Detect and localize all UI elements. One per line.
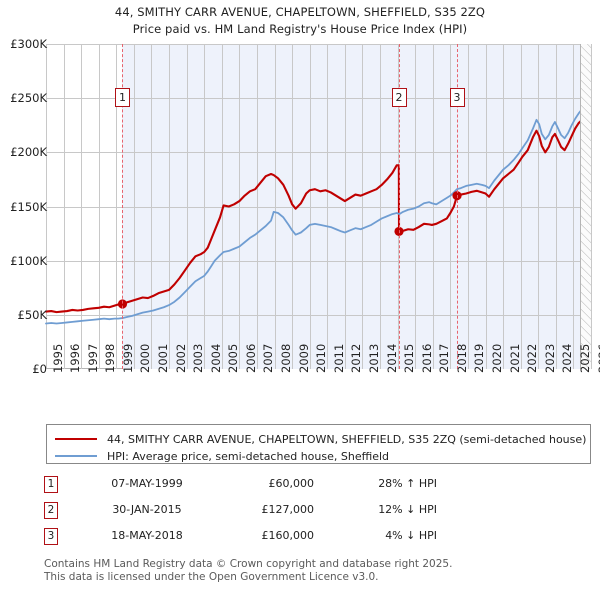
transaction-index-badge[interactable]: 2 [44,502,58,519]
transaction-date: 07-MAY-1999 [111,477,183,490]
x-axis-tick-label: 1996 [68,343,83,373]
sale-marker-badge[interactable]: 2 [391,88,407,107]
y-axis-tick-label: £150K [10,199,47,214]
sale-marker-badge[interactable]: 1 [114,88,130,107]
transaction-price: £60,000 [268,477,315,490]
x-axis-tick-label: 2001 [155,343,170,373]
legend-color-swatch [55,438,97,440]
y-axis-tick-label: £50K [17,307,48,322]
price-paid-line [44,118,584,314]
y-axis-tick-label: £300K [10,37,47,51]
gridline-horizontal [46,206,591,208]
footer-copyright: Contains HM Land Registry data © Crown c… [44,558,453,570]
sale-marker-line [399,44,401,369]
transaction-date: 18-MAY-2018 [111,529,183,542]
legend-color-swatch [55,455,97,457]
gridline-horizontal [46,44,591,45]
legend-entry: 44, SMITHY CARR AVENUE, CHAPELTOWN, SHEF… [55,430,586,448]
gridline-horizontal [46,98,591,100]
transaction-hpi-delta: 28% ↑ HPI [378,477,437,490]
x-axis-tick-label: 2013 [366,343,381,373]
x-axis-tick-label: 2016 [419,343,434,373]
forecast-hatched-region [580,44,591,369]
x-axis-tick-label: 1997 [85,343,100,373]
page-title: 44, SMITHY CARR AVENUE, CHAPELTOWN, SHEF… [0,4,600,38]
x-axis-tick-label: 2005 [226,343,241,373]
y-axis-tick-label: £0 [32,362,47,376]
table-row: 1 07-MAY-1999 £60,000 28% ↑ HPI [44,474,464,500]
table-row: 3 18-MAY-2018 £160,000 4% ↓ HPI [44,526,464,552]
sale-marker-line [122,44,124,369]
chart-series-lines [44,108,584,325]
chart-plot-area: 1 2 3 [44,44,592,369]
y-axis-tick-label: £250K [10,91,47,106]
sale-marker-line [457,44,459,369]
transaction-index-badge[interactable]: 1 [44,476,58,493]
x-axis-tick-label: 1998 [103,343,118,373]
x-axis-tick-label: 2020 [490,343,505,373]
x-axis-tick-label: 2006 [243,343,258,373]
x-axis-tick-label: 2021 [507,343,522,373]
attribution-footer: Contains HM Land Registry data © Crown c… [44,558,584,584]
x-axis-tick-label: 2015 [402,343,417,373]
gridline-horizontal [46,314,591,316]
gridline-vertical [591,44,592,369]
x-axis-tick-label: 2023 [542,343,557,373]
x-axis-tick-label: 2011 [331,343,346,373]
x-axis-tick-label: 2003 [191,343,206,373]
gridline-horizontal [46,260,591,262]
x-axis-tick-label: 2022 [525,343,540,373]
x-axis-tick-label: 2012 [349,343,364,373]
x-axis-tick-label: 1995 [50,343,65,373]
chart-legend: 44, SMITHY CARR AVENUE, CHAPELTOWN, SHEF… [46,424,591,464]
legend-label: HPI: Average price, semi-detached house,… [107,449,390,463]
y-axis-tick-label: £200K [10,145,47,160]
x-axis-tick-label: 2025 [577,343,592,373]
x-axis-tick-label: 1999 [120,343,135,373]
transaction-price: £160,000 [261,529,315,542]
x-axis-tick-label: 2010 [314,343,329,373]
hpi-line [45,108,584,325]
transaction-hpi-delta: 12% ↓ HPI [378,503,437,516]
legend-entry: HPI: Average price, semi-detached house,… [55,447,389,465]
title-line-address: 44, SMITHY CARR AVENUE, CHAPELTOWN, SHEF… [114,5,486,19]
x-axis-tick-label: 2019 [472,343,487,373]
y-axis-tick-label: £100K [10,253,47,268]
x-axis-tick-label: 2018 [454,343,469,373]
x-axis-tick-label: 2009 [296,343,311,373]
x-axis-tick-label: 2007 [261,343,276,373]
transactions-table: 1 07-MAY-1999 £60,000 28% ↑ HPI 2 30-JAN-2015… [44,474,464,552]
gridline-horizontal [46,152,591,154]
x-axis-tick-label: 2014 [384,343,399,373]
sale-marker-badge[interactable]: 3 [449,88,465,107]
footer-licence: This data is licensed under the Open Gov… [44,571,379,583]
x-axis-tick-label: 2026 [595,343,600,373]
title-line-subtitle: Price paid vs. HM Land Registry's House … [132,22,468,36]
transaction-hpi-delta: 4% ↓ HPI [385,529,437,542]
x-axis-tick-label: 2024 [560,343,575,373]
x-axis-tick-label: 2000 [138,343,153,373]
table-row: 2 30-JAN-2015 £127,000 12% ↓ HPI [44,500,464,526]
transaction-price: £127,000 [261,503,315,516]
x-axis-tick-label: 2008 [279,343,294,373]
x-axis-tick-label: 2017 [437,343,452,373]
transaction-date: 30-JAN-2015 [112,503,182,516]
legend-label: 44, SMITHY CARR AVENUE, CHAPELTOWN, SHEF… [107,432,587,446]
x-axis-tick-label: 2002 [173,343,188,373]
x-axis-tick-label: 2004 [208,343,223,373]
transaction-index-badge[interactable]: 3 [44,528,58,545]
